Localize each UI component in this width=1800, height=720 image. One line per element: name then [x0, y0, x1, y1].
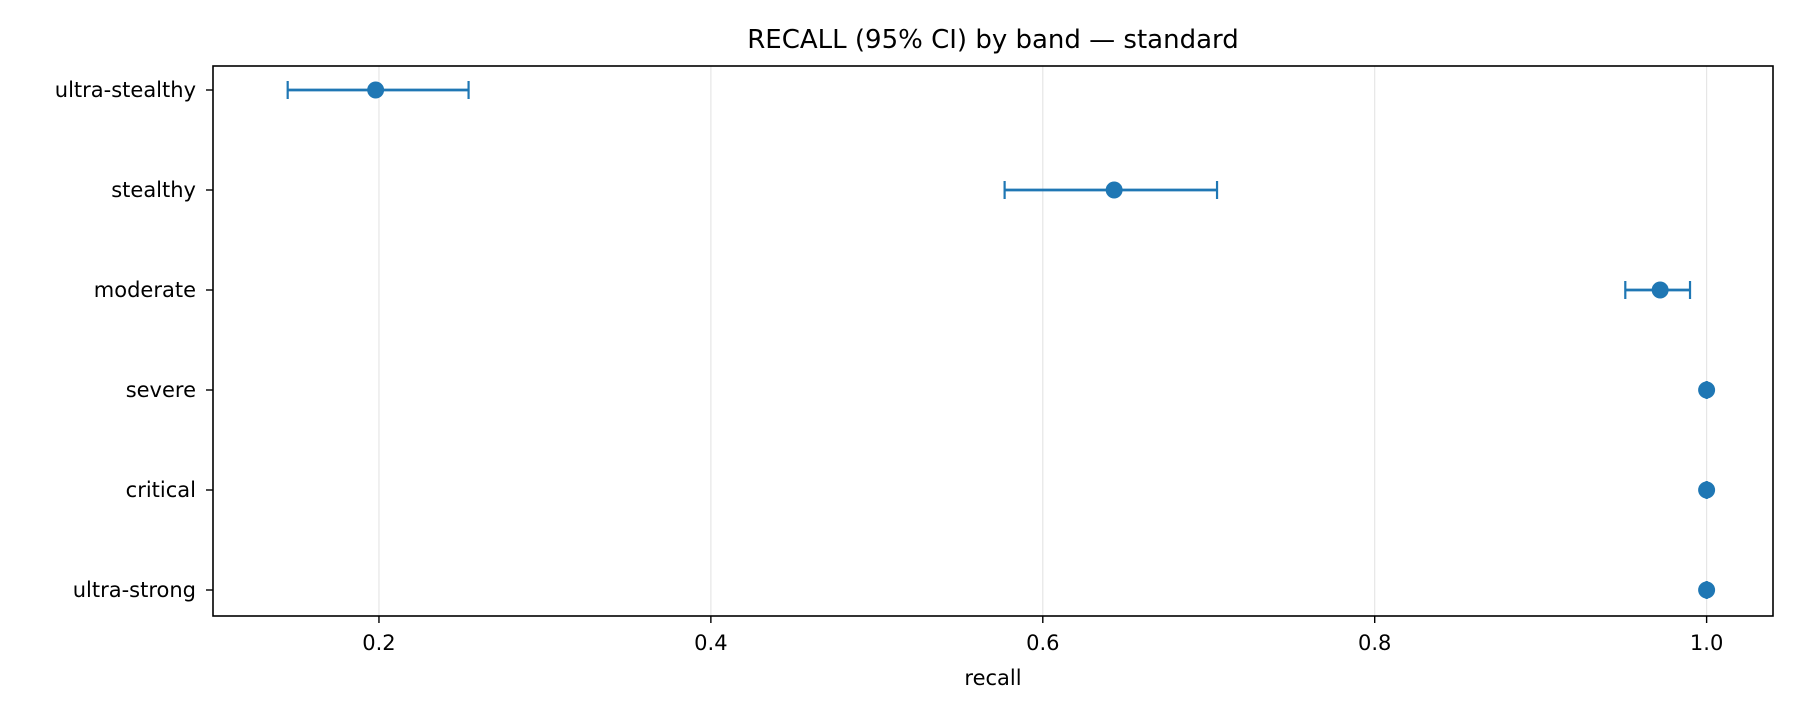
recall-point — [1698, 381, 1716, 399]
y-tick-label: ultra-strong — [73, 578, 196, 602]
y-tick-label: severe — [126, 378, 196, 402]
y-tick-label: moderate — [94, 278, 196, 302]
y-axis-ticks: ultra-stealthy stealthy moderate severe crit… — [55, 78, 213, 602]
x-tick-label: 0.8 — [1358, 631, 1391, 655]
recall-point — [1651, 281, 1669, 299]
x-axis-label: recall — [964, 666, 1021, 690]
plot-frame — [212, 65, 1774, 617]
y-tick-label: ultra-stealthy — [55, 78, 196, 102]
recall-point — [1698, 581, 1716, 599]
x-tick-label: 0.2 — [362, 631, 395, 655]
recall-point — [1105, 181, 1123, 199]
x-tick-label: 1.0 — [1690, 631, 1723, 655]
recall-point — [367, 81, 385, 99]
error-bars — [286, 81, 1708, 599]
recall-point — [1698, 481, 1716, 499]
x-axis-ticks: 0.2 0.4 0.6 0.8 1.0 — [362, 616, 1723, 655]
data-points — [367, 81, 1716, 599]
x-tick-label: 0.4 — [694, 631, 727, 655]
grid-lines — [378, 66, 1708, 616]
y-tick-label: critical — [126, 478, 196, 502]
x-tick-label: 0.6 — [1026, 631, 1059, 655]
chart-title: RECALL (95% CI) by band — standard — [747, 25, 1239, 55]
y-tick-label: stealthy — [111, 178, 196, 202]
